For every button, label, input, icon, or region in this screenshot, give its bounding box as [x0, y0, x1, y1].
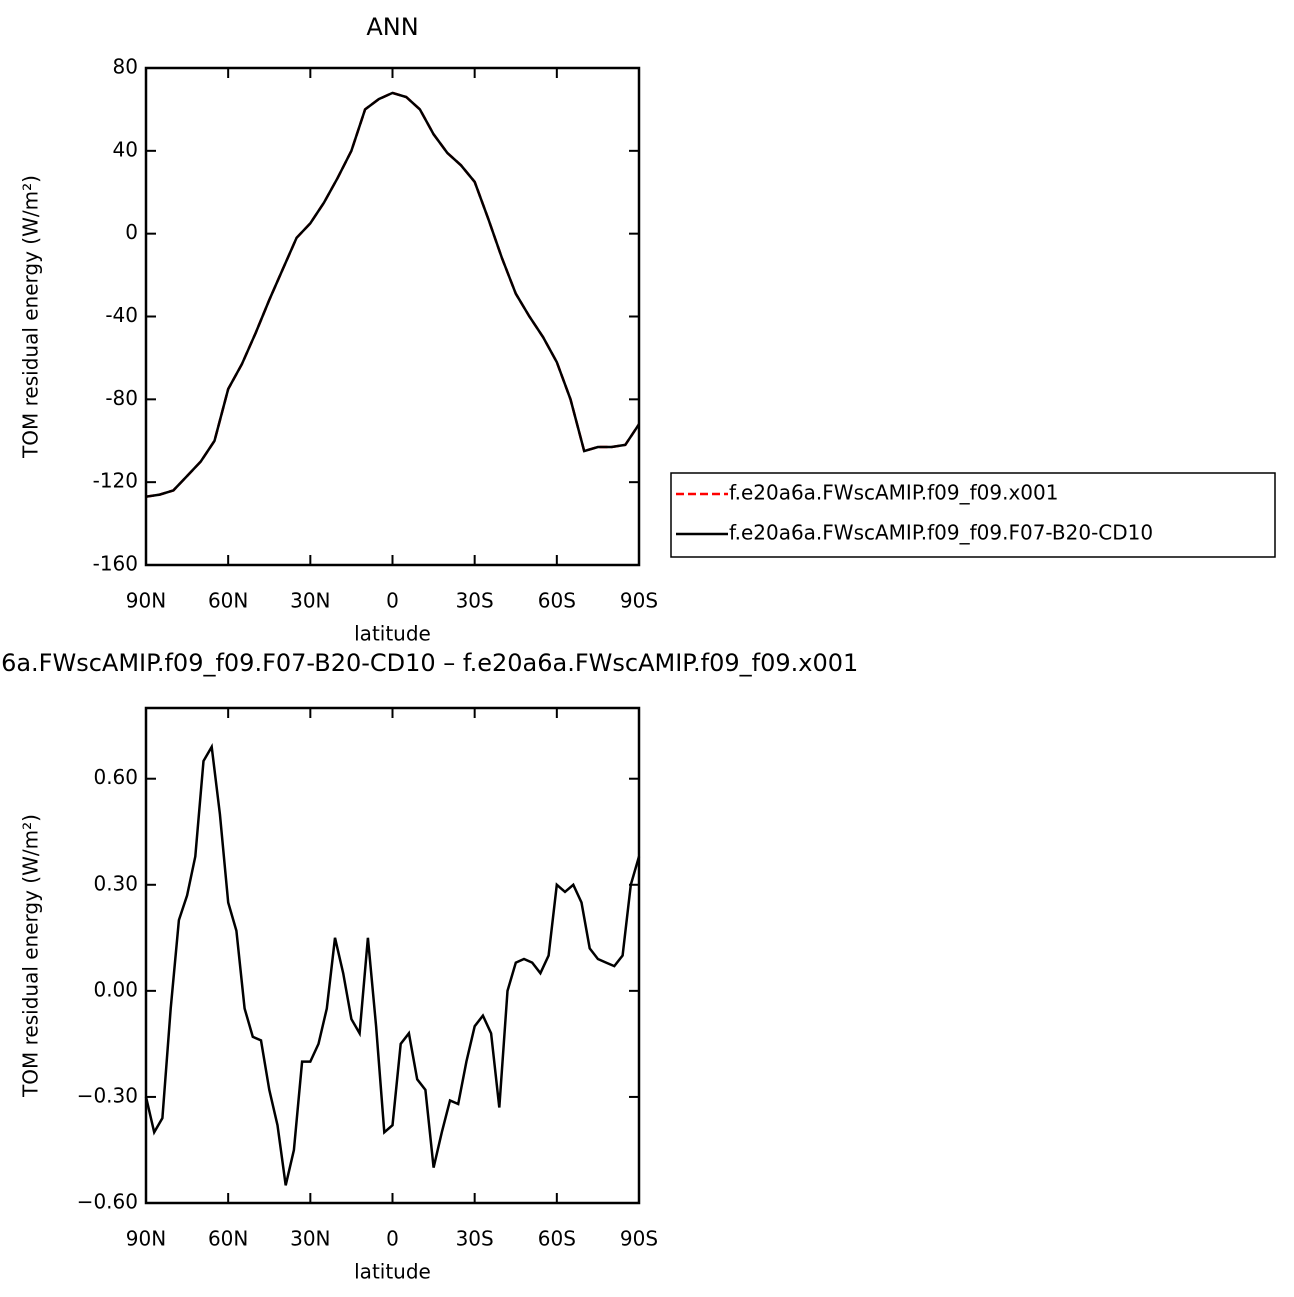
y-tick-label: −0.30 [77, 1083, 138, 1107]
x-tick-label: 30S [456, 589, 494, 613]
x-tick-label: 60S [538, 589, 576, 613]
x-tick-label: 30S [456, 1227, 494, 1251]
x-tick-label: 0 [386, 1227, 399, 1251]
x-tick-label: 0 [386, 589, 399, 613]
x-tick-label: 60N [208, 589, 248, 613]
y-tick-label: -160 [93, 552, 138, 576]
data-line [145, 91, 641, 498]
y-tick-label: −0.60 [77, 1190, 138, 1214]
legend-label: f.e20a6a.FWscAMIP.f09_f09.F07-B20-CD10 [729, 521, 1153, 545]
x-tick-label: 90S [620, 589, 658, 613]
x-tick-label: 90S [620, 1227, 658, 1251]
y-axis-label: TOM residual energy (W/m²) [19, 814, 43, 1098]
chart-title: f.e20a6a.FWscAMIP.f09_f09.F07-B20-CD10 –… [0, 649, 858, 677]
x-axis-label: latitude [354, 1260, 431, 1284]
y-tick-label: -80 [105, 386, 138, 410]
x-tick-label: 30N [290, 1227, 330, 1251]
y-tick-label: 0.30 [93, 871, 138, 895]
y-tick-label: 0.00 [93, 977, 138, 1001]
y-tick-label: -120 [93, 469, 138, 493]
legend-box [670, 472, 1276, 558]
x-tick-label: 90N [126, 1227, 166, 1251]
legend-label: f.e20a6a.FWscAMIP.f09_f09.x001 [729, 481, 1058, 505]
x-axis-label: latitude [354, 622, 431, 646]
y-axis-label: TOM residual energy (W/m²) [19, 175, 43, 459]
x-tick-label: 60S [538, 1227, 576, 1251]
y-tick-label: 80 [113, 55, 138, 79]
y-tick-label: 0 [125, 220, 138, 244]
x-tick-label: 30N [290, 589, 330, 613]
x-tick-label: 90N [126, 589, 166, 613]
plot-frame [144, 706, 641, 1205]
chart-title: ANN [366, 13, 418, 41]
x-tick-label: 60N [208, 1227, 248, 1251]
data-line [144, 743, 641, 1186]
plot-frame [144, 66, 641, 567]
y-tick-label: 0.60 [93, 765, 138, 789]
y-tick-label: 40 [113, 137, 138, 161]
y-tick-label: -40 [105, 303, 138, 327]
data-line [145, 91, 641, 498]
